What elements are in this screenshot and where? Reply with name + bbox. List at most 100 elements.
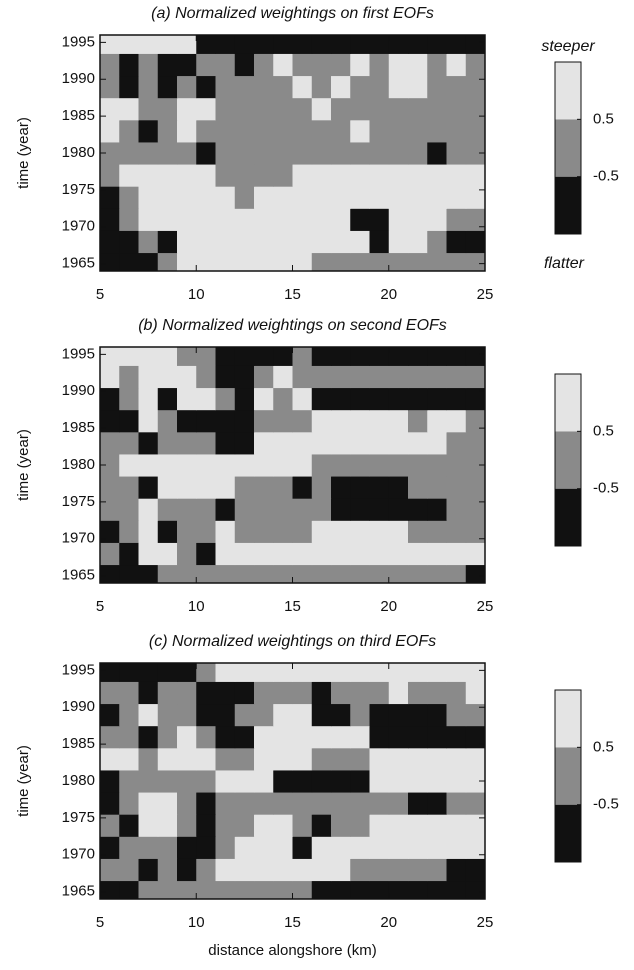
cell [465,75,485,99]
cell [234,498,255,521]
y-tick-label: 1965 [62,883,95,900]
cell [196,208,216,231]
cell [369,498,390,521]
cell [177,53,197,77]
cell [427,186,447,209]
cell [215,365,236,389]
cell [292,858,313,882]
cell [369,703,390,727]
cell [100,792,120,815]
cell [311,747,332,771]
cell [100,453,120,477]
cell [119,53,139,77]
cell [427,252,447,271]
cell [427,141,447,165]
cell [215,681,236,705]
cell [138,681,159,705]
cell [292,725,313,749]
cell [408,681,428,705]
cell [234,208,255,231]
cell [177,97,197,121]
colorbar-band [555,747,581,805]
cell [119,792,139,815]
cell [388,431,409,455]
cell [234,164,255,187]
cell [254,836,274,859]
cell [331,164,351,187]
cell [119,35,139,54]
cell [292,208,313,231]
cell [138,792,159,815]
cell [331,35,351,54]
cell [119,75,139,99]
cell [100,208,120,231]
cell [234,347,255,366]
cell [157,520,178,543]
cell [215,431,236,455]
cell [311,542,332,566]
colorbar-band [555,62,581,120]
colorbar-tick-label: 0.5 [593,110,614,127]
cell [273,387,293,411]
cell [427,836,447,859]
cell [465,164,485,187]
cell [446,35,467,54]
cell [215,769,236,793]
cell [427,498,447,521]
cell [177,365,197,389]
colorbar-tick-label: -0.5 [593,480,619,497]
cell [254,520,274,543]
cell [215,252,236,271]
cell [215,141,236,165]
cell [350,498,370,521]
cell [446,347,467,366]
cell [408,409,428,433]
cell [446,498,467,521]
x-tick-label: 20 [380,914,397,931]
cell [331,186,351,209]
cell [273,564,293,583]
cell [292,252,313,271]
cell [292,119,313,143]
cell [292,703,313,727]
cell [177,681,197,705]
cell [138,164,159,187]
cell [254,186,274,209]
cell [369,520,390,543]
cell [408,35,428,54]
cell [138,542,159,566]
cell [196,387,216,411]
cell [369,858,390,882]
cell [138,747,159,771]
colorbar-band [555,690,581,748]
cell [331,409,351,433]
cell [427,97,447,121]
cell [138,769,159,793]
cell [408,498,428,521]
cell [331,141,351,165]
heatmap [100,347,485,583]
cell [215,387,236,411]
cell [331,431,351,455]
cell [100,725,120,749]
cell [177,564,197,583]
cell [138,409,159,433]
cell [408,347,428,366]
cell [465,663,485,682]
cell [427,208,447,231]
cell [446,814,467,837]
cell [254,858,274,882]
cell [177,542,197,566]
cell [369,230,390,254]
cell [446,681,467,705]
cell [446,520,467,543]
cell [157,431,178,455]
cell [100,186,120,209]
cell [234,75,255,99]
cell [465,747,485,771]
cell [100,387,120,411]
cell [350,703,370,727]
cell [119,769,139,793]
cell [350,186,370,209]
cell [331,769,351,793]
